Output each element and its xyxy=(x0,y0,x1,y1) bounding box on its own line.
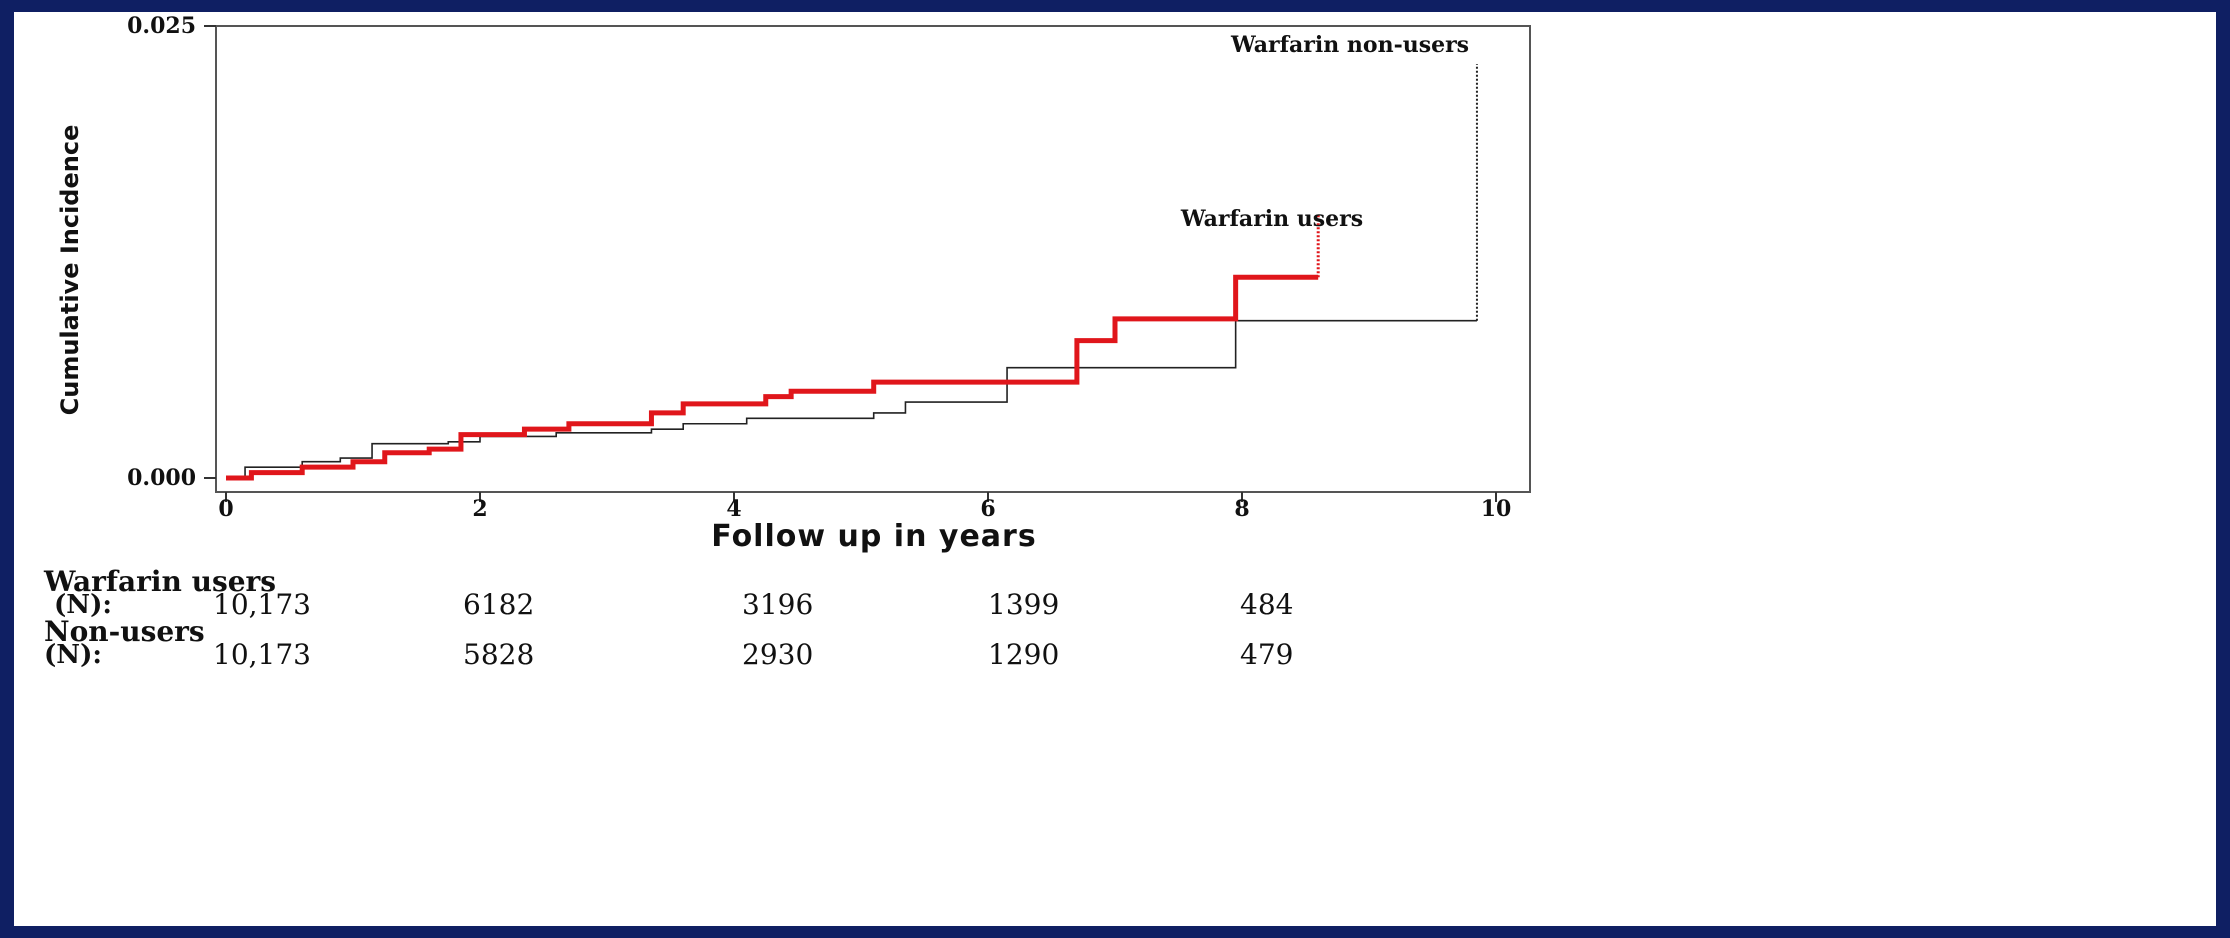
series-layer xyxy=(226,63,1478,481)
risk-cell-users-8: 484 xyxy=(1240,588,1294,621)
risk-cell-non-users-2: 5828 xyxy=(463,638,535,671)
x-tick-label: 6 xyxy=(980,496,995,522)
risk-row-label-users: Warfarin users xyxy=(44,565,277,598)
y-axis-title: Cumulative Incidence xyxy=(56,125,84,416)
risk-cell-users-0: 10,173 xyxy=(213,588,311,621)
x-axis-title: Follow up in years xyxy=(711,519,1036,554)
risk-cell-non-users-8: 479 xyxy=(1240,638,1294,671)
series-line-non-users xyxy=(226,319,1477,479)
risk-cell-users-4: 3196 xyxy=(742,588,814,621)
series-label-non-users: Warfarin non-users xyxy=(1230,32,1469,58)
km-chart: 0.000 0.025 0 2 4 6 8 10 Follow up in years Cu… xyxy=(56,13,1531,554)
risk-cell-users-2: 6182 xyxy=(463,588,535,621)
chart-panel: 0.000 0.025 0 2 4 6 8 10 Follow up in years Cu… xyxy=(14,12,2216,926)
x-tick-label: 4 xyxy=(726,496,741,522)
series-label-users: Warfarin users xyxy=(1180,206,1363,232)
plot-frame xyxy=(215,25,1531,493)
risk-row-n-users: (N): xyxy=(54,590,112,620)
risk-cell-users-6: 1399 xyxy=(988,588,1060,621)
risk-row-n-non-users: (N): xyxy=(44,640,102,670)
x-axis: 0 2 4 6 8 10 xyxy=(218,492,1511,522)
series-line-users xyxy=(226,274,1319,481)
x-tick-label: 8 xyxy=(1234,496,1249,522)
risk-cell-non-users-4: 2930 xyxy=(742,638,814,671)
x-tick-label: 0 xyxy=(218,496,233,522)
x-tick-label: 2 xyxy=(472,496,487,522)
x-tick-label: 10 xyxy=(1481,496,1512,522)
y-axis: 0.000 0.025 xyxy=(127,13,216,491)
y-tick-label: 0.000 xyxy=(127,465,196,491)
risk-cell-non-users-0: 10,173 xyxy=(213,638,311,671)
y-tick-label: 0.025 xyxy=(127,13,196,39)
risk-row-label-non-users: Non-users xyxy=(44,615,205,648)
risk-cell-non-users-6: 1290 xyxy=(988,638,1060,671)
